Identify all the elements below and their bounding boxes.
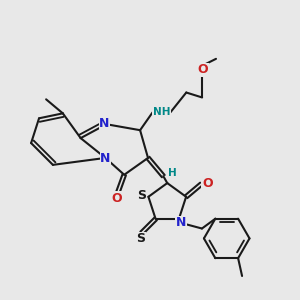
Text: N: N — [100, 152, 111, 165]
Text: N: N — [176, 216, 186, 230]
Text: N: N — [99, 117, 110, 130]
Text: H: H — [168, 168, 177, 178]
Text: O: O — [202, 176, 212, 190]
Text: S: S — [137, 189, 146, 202]
Text: O: O — [111, 192, 122, 205]
Text: S: S — [136, 232, 145, 245]
Text: O: O — [198, 63, 208, 76]
Text: NH: NH — [153, 107, 170, 117]
